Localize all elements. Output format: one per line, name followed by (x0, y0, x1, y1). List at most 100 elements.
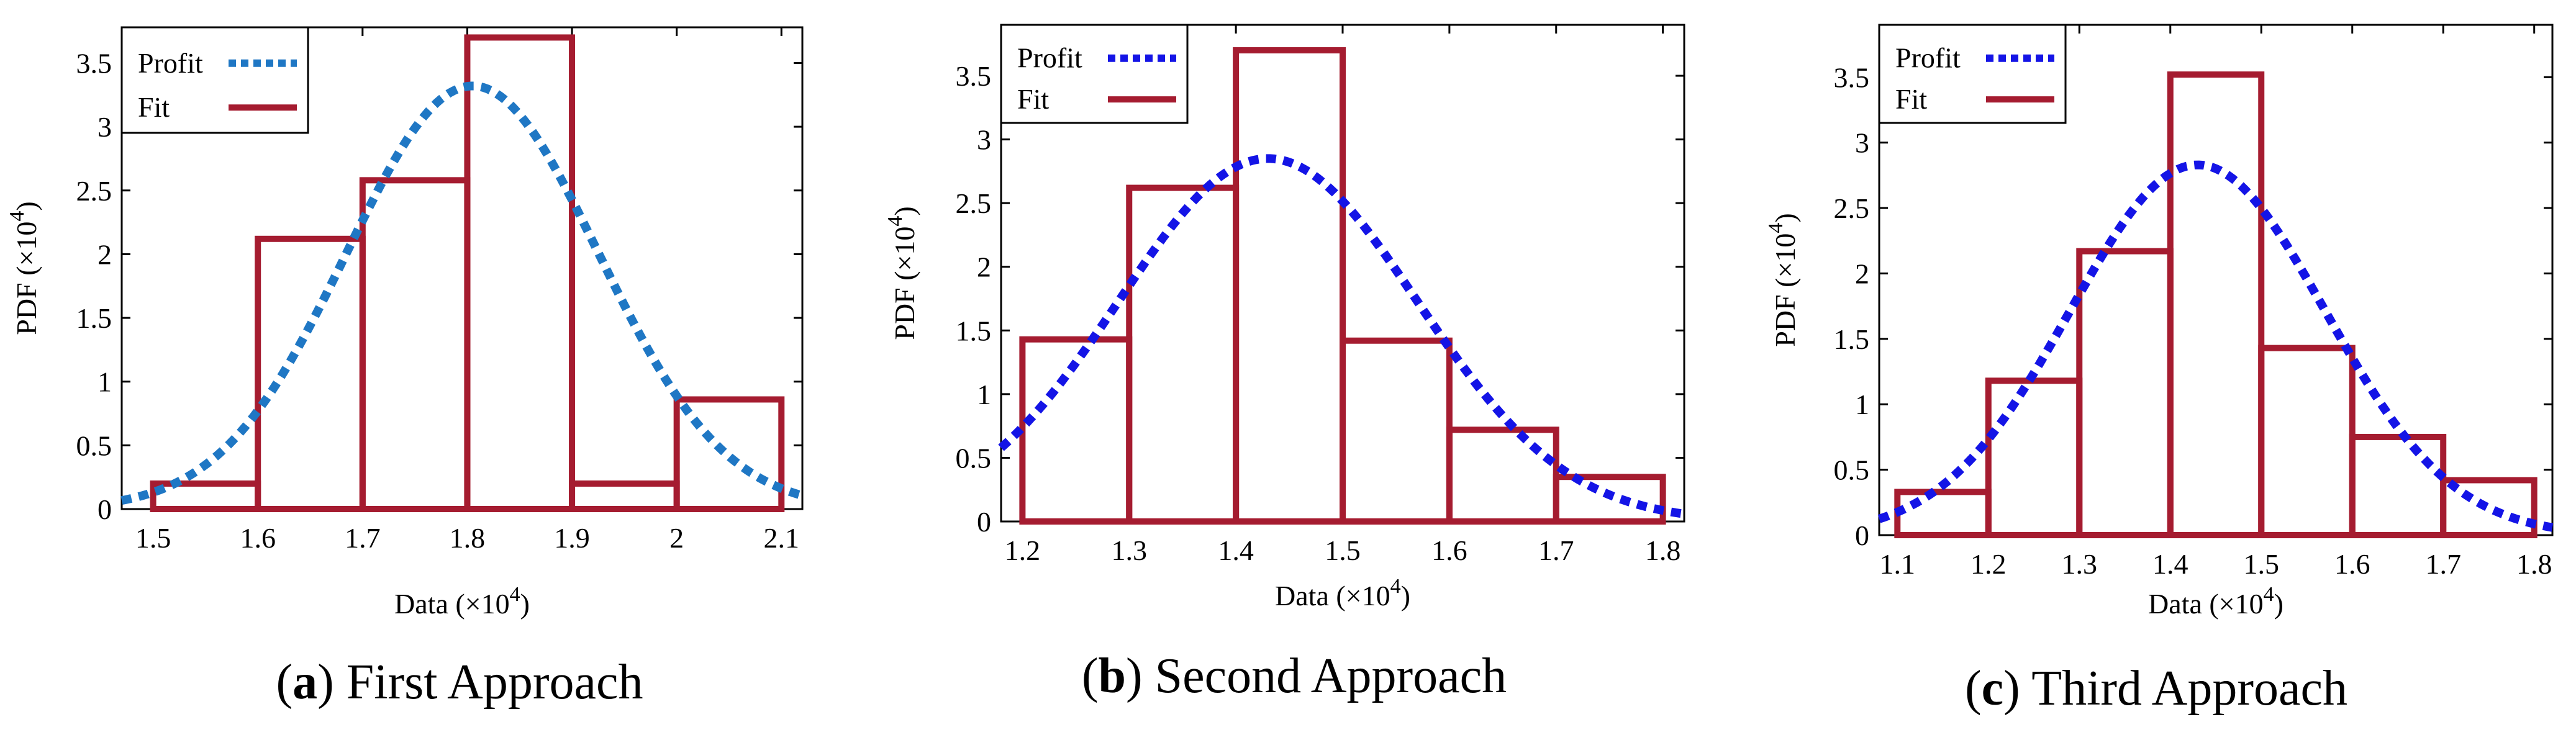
y-tick-label: 1 (1855, 389, 1869, 420)
y-axis-label-close: ) (1769, 213, 1801, 222)
x-tick-label: 1.5 (2243, 548, 2279, 580)
legend: Profit Fit (1878, 24, 2067, 124)
y-axis-label-exponent: 4 (6, 211, 29, 222)
legend-label-fit: Fit (1895, 83, 1927, 115)
y-tick-label: 1.5 (76, 302, 112, 334)
caption-close-paren: ) (317, 655, 347, 710)
y-tick-label: 2 (1855, 258, 1869, 289)
y-axis-label: PDF (×104) (884, 206, 920, 340)
y-tick-label: 2.5 (1834, 192, 1870, 224)
caption-title: First Approach (347, 655, 643, 710)
caption-close-paren: ) (2003, 661, 2031, 716)
x-tick-label: 1.4 (2152, 548, 2188, 580)
x-axis-label-exponent: 4 (1390, 575, 1401, 598)
x-axis-label-text: Data (×10 (2148, 588, 2264, 620)
x-tick-label: 1.5 (135, 522, 171, 554)
x-axis-label-exponent: 4 (510, 583, 520, 606)
y-tick-label: 3.5 (76, 47, 112, 79)
legend-box (1000, 24, 1189, 124)
caption-panel-letter: b (1098, 649, 1126, 703)
y-axis-label: PDF (×104) (1764, 213, 1801, 346)
y-tick-label: 2.5 (956, 187, 992, 219)
x-axis-label-close: ) (2274, 588, 2283, 620)
legend: Profit Fit (120, 26, 309, 134)
legend-label-profit: Profit (1895, 42, 1961, 74)
x-tick-label: 1.8 (450, 522, 486, 554)
x-tick-label: 1.2 (1005, 535, 1041, 566)
y-tick-label: 3.5 (1834, 61, 1870, 93)
caption-open-paren: ( (1965, 661, 1982, 716)
x-tick-label: 1.7 (2425, 548, 2461, 580)
histogram-bar (2440, 477, 2537, 539)
chart-panel-c: 0 0.5 1 1.5 2 2.5 3 3.5 1.1 1.2 1.3 1.4 1.5 1.6 1.7 1.8… (1764, 24, 2554, 716)
y-tick-label: 3.5 (956, 60, 992, 92)
y-tick-label: 1 (98, 366, 112, 398)
caption-open-paren: ( (1082, 649, 1099, 703)
x-axis-label: Data (×104) (394, 583, 530, 620)
x-axis-label-close: ) (520, 588, 530, 620)
legend-label-fit: Fit (1017, 83, 1049, 115)
y-tick-label: 2 (977, 251, 991, 283)
y-tick-label: 3 (977, 124, 991, 156)
chart-panel-b: 0 0.5 1 1.5 2 2.5 3 3.5 1.2 1.3 1.4 1.5 1.6 1.7 1.8 Pro… (884, 24, 1685, 703)
x-tick-label: 2.1 (764, 522, 800, 554)
legend-box (120, 26, 309, 134)
x-tick-label: 1.3 (1112, 535, 1148, 566)
x-tick-label: 1.1 (1880, 548, 1916, 580)
x-tick-label: 1.2 (1971, 548, 2007, 580)
y-tick-label: 0 (1855, 520, 1869, 551)
x-tick-label: 2 (669, 522, 684, 554)
x-axis-label-close: ) (1401, 580, 1410, 611)
chart-panel-a: 0 0.5 1 1.5 2 2.5 3 3.5 1.5 1.6 1.7 1.8 1.9 2 2.1 Profi… (6, 26, 804, 710)
x-axis-label-text: Data (×10 (1275, 580, 1390, 611)
y-tick-label: 1.5 (1834, 323, 1870, 355)
y-tick-label: 2 (98, 238, 112, 270)
x-axis-label-exponent: 4 (2264, 583, 2274, 606)
y-tick-label: 3 (98, 111, 112, 143)
x-axis-label: Data (×104) (1275, 575, 1410, 611)
y-tick-label: 0 (98, 494, 112, 525)
histogram-bar (673, 396, 785, 512)
caption-title: Third Approach (2031, 661, 2347, 716)
y-axis-label: PDF (×104) (6, 201, 42, 335)
histogram-bar (464, 34, 576, 512)
x-tick-label: 1.5 (1325, 535, 1361, 566)
x-tick-label: 1.8 (2516, 548, 2552, 580)
panel-caption: (a) First Approach (276, 655, 643, 710)
legend-label-fit: Fit (138, 91, 170, 123)
caption-panel-letter: c (1982, 661, 2004, 716)
y-axis-label-exponent: 4 (884, 216, 907, 227)
y-tick-label: 0.5 (1834, 454, 1870, 486)
y-axis-label-text: PDF (×10 (1769, 233, 1801, 347)
x-tick-label: 1.3 (2062, 548, 2098, 580)
y-tick-label: 3 (1855, 127, 1869, 159)
legend-box (1878, 24, 2067, 124)
histogram-bar (1233, 47, 1346, 525)
legend-label-profit: Profit (138, 47, 203, 79)
y-tick-label: 0.5 (956, 442, 992, 474)
x-tick-label: 1.7 (1538, 535, 1574, 566)
x-tick-label: 1.6 (1431, 535, 1467, 566)
y-axis-label-close: ) (889, 206, 920, 215)
y-tick-label: 1.5 (956, 315, 992, 346)
y-axis-label-text: PDF (×10 (11, 222, 42, 335)
y-axis-label-text: PDF (×10 (889, 227, 920, 340)
x-tick-label: 1.6 (2334, 548, 2370, 580)
y-tick-label: 2.5 (76, 175, 112, 207)
profit-curve (1877, 160, 2554, 532)
x-tick-label: 1.8 (1645, 535, 1681, 566)
caption-open-paren: ( (276, 655, 293, 710)
x-tick-label: 1.4 (1218, 535, 1254, 566)
legend: Profit Fit (1000, 24, 1189, 124)
caption-close-paren: ) (1126, 649, 1155, 703)
profit-curve (998, 154, 1685, 518)
x-axis-label: Data (×104) (2148, 583, 2283, 620)
y-tick-label: 0.5 (76, 430, 112, 461)
y-axis-label-close: ) (11, 201, 42, 210)
caption-title: Second Approach (1155, 649, 1507, 703)
x-axis-label-text: Data (×10 (394, 588, 510, 620)
y-tick-label: 1 (977, 379, 991, 410)
panel-caption: (c) Third Approach (1965, 661, 2347, 716)
legend-label-profit: Profit (1017, 42, 1082, 74)
